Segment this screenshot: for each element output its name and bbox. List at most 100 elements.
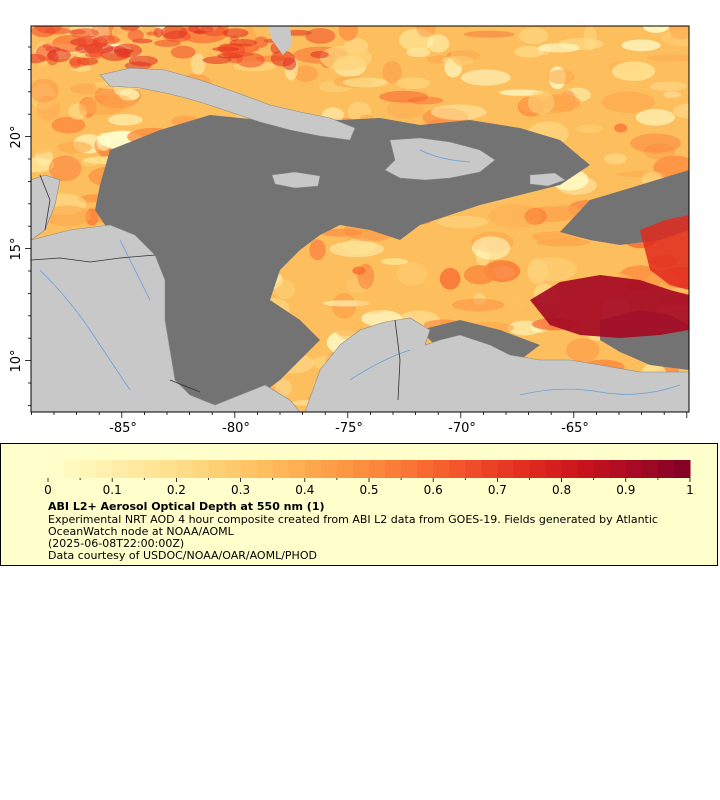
aod-texture — [275, 379, 292, 397]
aod-texture — [396, 77, 431, 89]
colorbar: 0 0.1 0.2 0.3 0.4 0.5 0.6 0.7 0.8 0.9 1 — [44, 460, 694, 497]
aod-texture — [382, 60, 402, 84]
aod-texture — [51, 116, 86, 134]
lon-tick-label: -85° — [109, 421, 137, 436]
aod-map: -85° -80° -75° -70° -65° 20° 15° 10° — [9, 25, 690, 436]
colorbar-cell — [561, 460, 579, 478]
colorbar-cell — [288, 460, 306, 478]
aod-texture — [222, 28, 249, 38]
aod-texture — [289, 301, 320, 312]
aod-texture — [473, 293, 486, 305]
colorbar-cell — [208, 460, 226, 478]
aod-texture — [514, 45, 544, 58]
aod-texture — [437, 215, 489, 229]
country-borders — [31, 174, 401, 401]
aod-texture — [343, 238, 377, 255]
land-south-america — [304, 317, 689, 412]
aod-texture — [416, 26, 437, 38]
colorbar-cell — [417, 460, 434, 478]
colorbar-tick-label: 0.8 — [552, 483, 571, 497]
aod-texture — [128, 55, 158, 67]
aod-texture — [323, 300, 371, 307]
aod-texture — [461, 69, 511, 86]
land-puerto-rico — [529, 172, 566, 187]
colorbar-tick-label: 0.1 — [103, 483, 122, 497]
aod-texture — [154, 39, 181, 47]
aod-texture — [43, 205, 92, 227]
aod-texture — [170, 45, 196, 59]
aod-texture — [69, 57, 90, 67]
aod-texture — [649, 81, 687, 92]
aod-texture — [518, 27, 549, 45]
aod-texture — [47, 48, 72, 63]
aod-texture — [466, 82, 487, 100]
aod-texture — [538, 43, 580, 53]
colorbar-cell — [625, 460, 643, 478]
aod-texture — [48, 155, 82, 182]
aod-texture — [305, 28, 336, 44]
colorbar-cell — [144, 460, 161, 478]
colorbar-tick-label: 0.2 — [167, 483, 186, 497]
colorbar-cell — [304, 460, 322, 478]
aod-texture — [57, 141, 93, 154]
aod-texture — [463, 265, 497, 285]
aod-texture — [320, 228, 363, 237]
colorbar-cell — [465, 460, 482, 478]
aod-texture — [222, 51, 254, 57]
aod-texture — [120, 26, 140, 31]
lon-tick-label: -80° — [222, 421, 250, 436]
colorbar-tick-label: 0.5 — [359, 483, 378, 497]
aod-texture — [630, 133, 682, 153]
lat-tick-label: 20° — [9, 125, 24, 148]
colorbar-cell — [192, 460, 209, 478]
aod-texture — [566, 338, 600, 362]
colorbar-cell — [641, 460, 659, 478]
colorbar-cell — [128, 460, 145, 478]
aod-texture — [646, 54, 689, 62]
aod-texture — [293, 65, 318, 82]
colorbar-tick-label: 0.7 — [488, 483, 507, 497]
aod-texture — [113, 43, 143, 58]
colorbar-cell — [545, 460, 563, 478]
aod-texture — [601, 91, 655, 113]
legend-credit: Data courtesy of USDOC/NOAA/OAR/AOML/PHO… — [48, 549, 317, 562]
aod-texture — [615, 171, 670, 178]
colorbar-cell — [433, 460, 450, 478]
aod-texture — [611, 61, 656, 81]
aod-texture — [547, 69, 575, 85]
lat-tick-label: 10° — [9, 349, 24, 372]
aod-texture — [439, 267, 461, 290]
aod-texture — [309, 239, 326, 261]
aod-texture — [430, 104, 487, 120]
colorbar-tick-label: 0.9 — [616, 483, 635, 497]
lat-tick-label: 15° — [9, 237, 24, 260]
legend-box: 0 0.1 0.2 0.3 0.4 0.5 0.6 0.7 0.8 0.9 1 … — [0, 443, 718, 566]
aod-texture — [635, 109, 675, 126]
aod-high-plume — [640, 215, 689, 290]
colorbar-cell — [352, 460, 370, 478]
aod-texture — [621, 39, 661, 52]
aod-texture — [108, 114, 143, 126]
aod-texture — [332, 318, 360, 337]
aod-texture — [548, 205, 583, 220]
aod-texture — [70, 28, 100, 39]
aod-texture — [471, 236, 511, 260]
aod-texture — [218, 43, 234, 54]
colorbar-cell — [497, 460, 514, 478]
aod-texture — [190, 53, 206, 76]
lon-tick-label: -70° — [448, 421, 476, 436]
lon-tick-label: -75° — [335, 421, 363, 436]
aod-high-plume — [530, 275, 689, 338]
colorbar-cell — [176, 460, 193, 478]
aod-texture — [407, 96, 444, 105]
aod-texture — [663, 91, 682, 98]
aod-texture — [146, 31, 158, 36]
aod-texture — [338, 26, 358, 41]
colorbar-tick-label: 0 — [44, 483, 52, 497]
colorbar-tick-label: 0.3 — [231, 483, 250, 497]
aod-texture — [160, 26, 188, 40]
aod-texture — [282, 57, 297, 71]
aod-texture — [352, 266, 366, 275]
aod-texture — [604, 153, 627, 165]
aod-texture — [450, 42, 493, 69]
